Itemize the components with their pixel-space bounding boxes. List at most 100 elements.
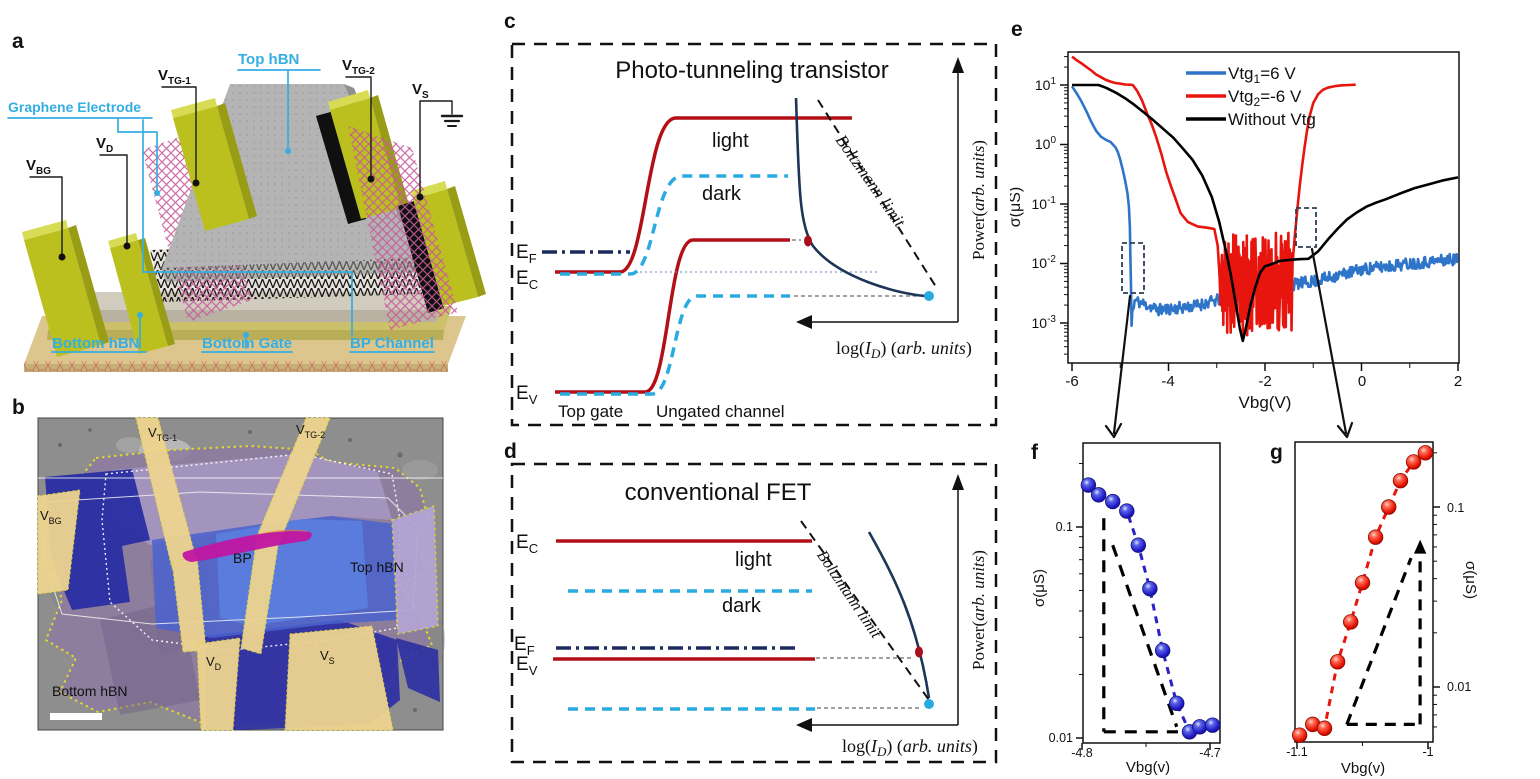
panel-e-xlabel: Vbg(V) [1239, 393, 1292, 412]
svg-text:0: 0 [1358, 373, 1366, 390]
electrode-b-vbg [37, 489, 81, 595]
panel-d-frame [510, 462, 998, 764]
panel-e-letter: e [1011, 18, 1023, 41]
electrode-vbg-bar [22, 220, 109, 357]
label-bp-channel: BP Channel [350, 335, 434, 352]
boltzmann-line-d [800, 520, 930, 701]
arrow-to-f [1104, 294, 1132, 439]
d-label-ec: EC [516, 532, 538, 556]
svg-text:10-3: 10-3 [1032, 314, 1057, 331]
panel-e-tick-labels: -6 -4 -2 0 2 101 100 10-1 10-2 10-3 [1032, 76, 1463, 390]
svg-text:-4: -4 [1161, 373, 1174, 390]
data-point [1354, 574, 1371, 591]
panel-b-labels: VTG-1 VTG-2 VBG VD VS BP Top hBN Bottom … [40, 422, 404, 699]
label-graphene: Graphene Electrode [8, 99, 141, 115]
light-point [804, 235, 812, 247]
panel-f-labels: -4.8 -4.7 0.1 0.01 Vbg(v) σ(μS) [1031, 520, 1221, 776]
c-label-ungated: Ungated channel [656, 402, 785, 421]
b-label-vs: VS [320, 648, 335, 666]
legend-label-vtg2: Vtg2=-6 V [1228, 87, 1302, 109]
c-label-ec: EC [516, 268, 538, 292]
data-point [1204, 717, 1221, 733]
b-label-vbg: VBG [40, 508, 62, 526]
svg-text:-2: -2 [1258, 373, 1271, 390]
label-bottom-gate: Bottom Gate [202, 335, 292, 352]
label-vbg: VBG [26, 157, 51, 177]
panel-b: b [12, 396, 445, 731]
data-point [1142, 581, 1158, 597]
label-vtg2: VTG-2 [342, 57, 375, 77]
data-connector [1298, 451, 1427, 737]
svg-text:-1.1: -1.1 [1286, 745, 1308, 759]
svg-text:0.01: 0.01 [1447, 680, 1471, 694]
b-label-top-hbn: Top hBN [350, 559, 404, 575]
slope-triangle [1111, 544, 1179, 728]
c-power-label: Power(arb. units) [969, 140, 988, 260]
label-vtg1: VTG-1 [158, 67, 191, 87]
panel-e-axes [1060, 56, 1459, 371]
svg-text:0.1: 0.1 [1447, 501, 1464, 515]
panel-d-letter: d [504, 440, 517, 463]
data-point [1380, 499, 1397, 515]
legend-label-novtg: Without Vtg [1228, 110, 1316, 129]
svg-text:101: 101 [1035, 76, 1057, 93]
panel-e-frame [1067, 51, 1460, 364]
data-point [1291, 727, 1308, 743]
zoom-arrows [1104, 247, 1354, 439]
graphene-flake-right [348, 126, 458, 330]
data-point [1405, 454, 1422, 470]
panel-e-ylabel: σ(μS) [1010, 187, 1024, 227]
dark-point-d [924, 699, 934, 709]
d-power-label: Power(arb. units) [969, 550, 988, 670]
band-diagram-d [553, 487, 959, 726]
electrode-b-vd [196, 637, 241, 731]
panel-g-labels: -1.1 -1 0.1 0.01 Vbg(v) σ(μS) [1286, 501, 1479, 777]
c-label-ef: EF [516, 242, 537, 266]
data-connector [1087, 484, 1213, 734]
data-point [1080, 477, 1097, 493]
panels-efg: e -6 -4 -2 0 2 101 100 10-1 10-2 10-3 Vb… [1010, 18, 1479, 777]
scale-bar [50, 713, 102, 720]
svg-text:100: 100 [1035, 135, 1057, 152]
dark-strip-vtg2 [316, 111, 366, 224]
transfer-curve [794, 97, 927, 298]
highlight-box-g [1295, 207, 1317, 248]
ground-icon [440, 114, 464, 127]
slope-triangle [1345, 557, 1413, 725]
svg-text:10-1: 10-1 [1032, 195, 1057, 212]
svg-text:-4.8: -4.8 [1071, 746, 1093, 760]
c-label-top-gate: Top gate [558, 402, 623, 421]
c-label-ev: EV [516, 383, 538, 407]
d-logid-label: log(ID) (arb. units) [842, 736, 978, 759]
data-point [1105, 493, 1121, 510]
zoom-annotations [1121, 207, 1317, 294]
b-label-vd: VD [206, 654, 222, 672]
panel-a: a [7, 30, 486, 372]
slope-arrowhead [1413, 539, 1427, 554]
data-point [1417, 445, 1434, 461]
panel-f-ylabel: σ(μS) [1031, 569, 1048, 607]
dark-ev-curve [560, 294, 790, 396]
dark-ec-curve [560, 174, 788, 276]
b-label-bottom-hbn: Bottom hBN [52, 683, 127, 699]
data-point [1154, 642, 1171, 659]
svg-text:-4.7: -4.7 [1199, 746, 1221, 760]
label-vs: VS [412, 81, 429, 101]
data-point [1392, 472, 1409, 489]
panel-e-series [1070, 55, 1459, 343]
panel-f-plot [1076, 462, 1221, 750]
svg-text:2: 2 [1454, 373, 1462, 390]
series-line-1 [1071, 55, 1356, 337]
svg-text:0.01: 0.01 [1049, 731, 1073, 745]
electrode-b-vs [284, 625, 394, 731]
panel-d-title: conventional FET [625, 479, 812, 506]
panel-g-ylabel: σ(μS) [1462, 561, 1479, 599]
panel-d: d conventional FET EC light dark EF EV B… [504, 440, 998, 764]
b-label-vtg2: VTG-2 [296, 422, 325, 440]
dark-point [924, 291, 934, 301]
data-point [1169, 695, 1185, 712]
data-point [1192, 719, 1208, 735]
bp-flake [182, 531, 312, 562]
light-ec-curve [555, 116, 852, 274]
